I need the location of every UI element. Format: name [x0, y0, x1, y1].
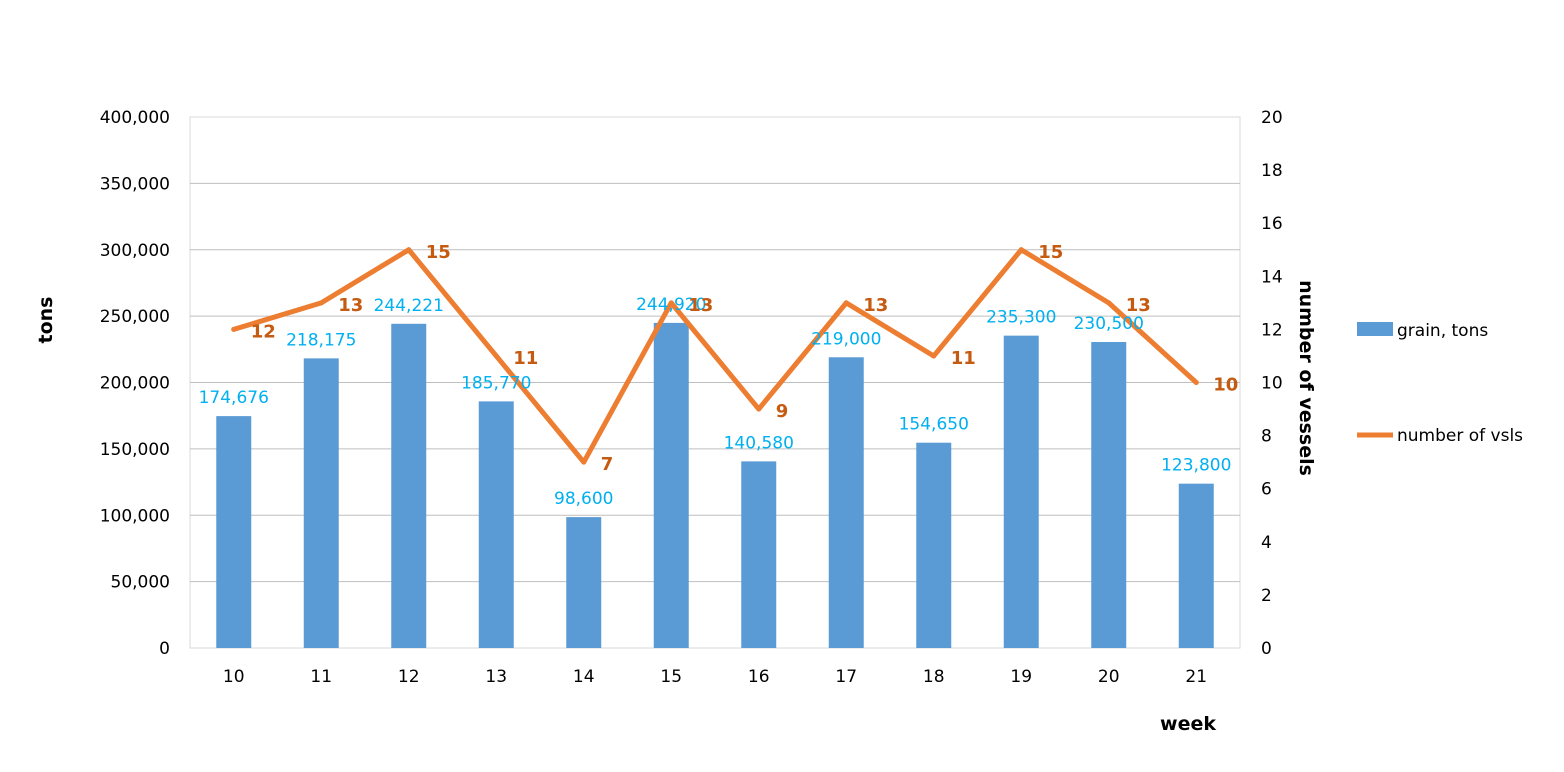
x-tick-label: 19 [1010, 667, 1032, 687]
y-tick-label: 150,000 [100, 440, 170, 460]
line-point [843, 300, 849, 306]
x-tick-label: 12 [398, 667, 420, 687]
x-tick-label: 16 [748, 667, 770, 687]
y2-tick-label: 6 [1261, 480, 1272, 500]
bar [741, 461, 777, 648]
bar-data-label: 235,300 [986, 308, 1056, 328]
x-tick-label: 10 [223, 667, 245, 687]
legend-label-vessels: number of vsls [1397, 426, 1523, 446]
y-tick-label: 100,000 [100, 506, 170, 526]
line-data-labels: 12 13 15 11 7 13 9 13 11 15 13 10 [251, 242, 1239, 475]
legend: grain, tons number of vsls [1357, 321, 1523, 446]
line-data-label: 11 [513, 348, 538, 369]
line-data-label: 15 [426, 242, 451, 263]
bar-data-label: 140,580 [724, 433, 794, 453]
bar-data-label: 244,221 [374, 296, 444, 316]
line-point [931, 353, 937, 359]
line-data-label: 12 [251, 321, 276, 342]
y2-tick-label: 12 [1261, 320, 1283, 340]
y-tick-label: 300,000 [100, 241, 170, 261]
bar-data-label: 185,770 [461, 373, 531, 393]
line-point [1193, 380, 1199, 385]
bar [478, 401, 514, 648]
bar [653, 322, 689, 648]
x-tick-label: 11 [310, 667, 332, 687]
x-tick-label: 20 [1098, 667, 1120, 687]
bar [566, 517, 602, 648]
bar-data-label: 98,600 [554, 489, 613, 509]
bar-data-label: 174,676 [199, 388, 269, 408]
bar [303, 358, 339, 648]
legend-label-grain: grain, tons [1397, 321, 1488, 341]
bar [916, 442, 952, 648]
y2-tick-label: 4 [1261, 533, 1272, 553]
line-data-label: 11 [951, 348, 976, 369]
line-path [231, 247, 1199, 465]
line-point [231, 326, 237, 332]
line-data-label: 9 [776, 401, 789, 422]
y2-tick-label: 2 [1261, 586, 1272, 606]
line-data-label: 13 [863, 295, 888, 316]
y2-tick-label: 0 [1261, 639, 1272, 659]
y2-tick-label: 14 [1261, 267, 1283, 287]
line-point [668, 300, 674, 306]
x-axis-ticks: 10 11 12 13 14 15 16 17 18 19 20 21 [223, 667, 1207, 687]
bar-data-label: 154,650 [899, 415, 969, 435]
bar-data-label: 219,000 [811, 329, 881, 349]
line-series-vessels [231, 247, 1199, 465]
x-axis-title: week [1160, 713, 1216, 735]
line-data-label: 13 [688, 295, 713, 316]
bar-data-label: 230,500 [1074, 314, 1144, 334]
y-axis-title: tons [35, 297, 57, 344]
y-tick-label: 0 [159, 639, 170, 659]
line-point [318, 300, 324, 306]
x-tick-label: 13 [485, 667, 507, 687]
x-tick-label: 17 [835, 667, 857, 687]
y-tick-label: 400,000 [100, 108, 170, 128]
bar-data-labels: 174,676 218,175 244,221 185,770 98,600 244,92… [199, 295, 1232, 509]
bar-data-label: 218,175 [286, 330, 356, 350]
x-tick-label: 15 [660, 667, 682, 687]
x-tick-label: 18 [923, 667, 945, 687]
line-point [1106, 300, 1112, 306]
bar [1091, 342, 1127, 648]
right-axis-ticks: 0 2 4 6 8 10 12 14 16 18 20 [1261, 108, 1283, 659]
x-tick-label: 21 [1185, 667, 1207, 687]
y-tick-label: 250,000 [100, 307, 170, 327]
line-point [581, 459, 587, 465]
y2-tick-label: 20 [1261, 108, 1283, 128]
line-point [406, 247, 412, 253]
y2-tick-label: 10 [1261, 374, 1283, 394]
line-point [493, 353, 499, 359]
y-tick-label: 350,000 [100, 174, 170, 194]
line-data-label: 15 [1038, 242, 1063, 263]
bar [391, 323, 427, 648]
line-data-label: 13 [338, 295, 363, 316]
bar [1178, 483, 1214, 648]
y-tick-label: 200,000 [100, 374, 170, 394]
gridlines [190, 182, 1240, 583]
y-tick-label: 50,000 [111, 573, 170, 593]
line-point [756, 406, 762, 412]
line-data-label: 10 [1213, 375, 1238, 396]
line-data-label: 7 [601, 454, 614, 475]
x-tick-label: 14 [573, 667, 595, 687]
line-data-label: 13 [1126, 295, 1151, 316]
bar-series-grain [216, 322, 1214, 648]
line-point [1018, 247, 1024, 253]
left-axis-ticks: 0 50,000 100,000 150,000 200,000 250,000 300,0… [100, 108, 170, 659]
bar-data-label: 123,800 [1161, 456, 1231, 476]
y2-tick-label: 18 [1261, 161, 1283, 181]
bar [216, 416, 252, 648]
y2-axis-title: number of vessels [1295, 280, 1317, 476]
legend-swatch-grain [1357, 322, 1393, 336]
bar [828, 357, 864, 648]
y2-tick-label: 16 [1261, 214, 1283, 234]
y2-tick-label: 8 [1261, 427, 1272, 447]
bar [1003, 335, 1039, 648]
bar-data-label: 244,920 [636, 295, 706, 315]
